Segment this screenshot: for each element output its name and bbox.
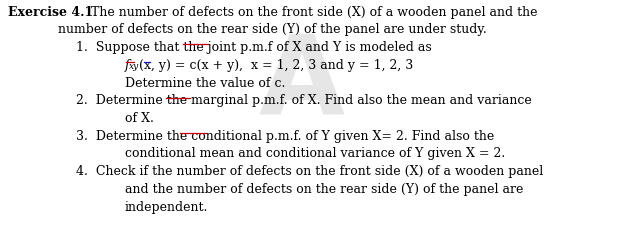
Text: A: A	[258, 30, 344, 137]
Text: f: f	[125, 59, 129, 72]
Text: and the number of defects on the rear side (Y) of the panel are: and the number of defects on the rear si…	[125, 183, 523, 196]
Text: 3.  Determine the conditional p.m.f. of Y given X= 2. Find also the: 3. Determine the conditional p.m.f. of Y…	[76, 130, 494, 143]
Text: 2.  Determine the marginal p.m.f. of X. Find also the mean and variance: 2. Determine the marginal p.m.f. of X. F…	[76, 94, 531, 107]
Text: (x, y) = c(x + y),  x = 1, 2, 3 and y = 1, 2, 3: (x, y) = c(x + y), x = 1, 2, 3 and y = 1…	[139, 59, 413, 72]
Text: 1.  Suppose that the joint p.m.f of X and Y is modeled as: 1. Suppose that the joint p.m.f of X and…	[76, 41, 431, 54]
Text: number of defects on the rear side (Y) of the panel are under study.: number of defects on the rear side (Y) o…	[59, 23, 488, 36]
Text: 4.  Check if the number of defects on the front side (X) of a wooden panel: 4. Check if the number of defects on the…	[76, 165, 543, 178]
Text: conditional mean and conditional variance of Y given X = 2.: conditional mean and conditional varianc…	[125, 148, 505, 160]
Text: The number of defects on the front side (X) of a wooden panel and the: The number of defects on the front side …	[87, 6, 538, 19]
Text: Exercise 4.1: Exercise 4.1	[8, 6, 94, 19]
Text: xy: xy	[129, 62, 139, 71]
Text: Determine the value of c.: Determine the value of c.	[125, 76, 285, 89]
Text: independent.: independent.	[125, 201, 208, 214]
Text: of X.: of X.	[125, 112, 154, 125]
